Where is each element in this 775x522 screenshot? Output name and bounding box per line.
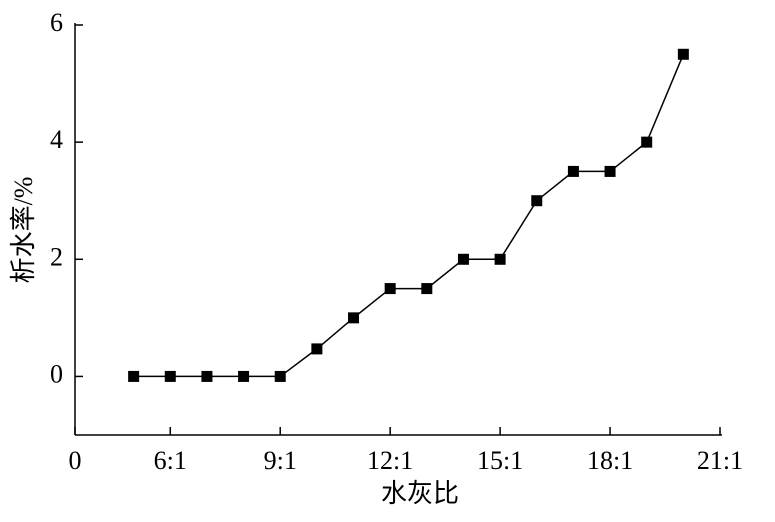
x-tick-label: 0: [69, 446, 82, 475]
marker: [641, 136, 653, 148]
marker: [238, 370, 250, 382]
y-tick-label: 4: [50, 125, 63, 154]
x-tick-label: 6:1: [154, 446, 187, 475]
y-tick-label: 6: [50, 8, 63, 37]
x-tick-label: 18:1: [587, 446, 633, 475]
marker: [311, 343, 323, 355]
y-tick-label: 2: [50, 242, 63, 271]
y-tick-label: 0: [50, 359, 63, 388]
marker: [457, 253, 469, 265]
marker: [604, 165, 616, 177]
marker: [531, 195, 543, 207]
marker: [494, 253, 506, 265]
series-line: [133, 53, 685, 378]
marker: [201, 370, 213, 382]
marker: [384, 283, 396, 295]
marker: [348, 312, 360, 324]
marker: [274, 370, 286, 382]
marker: [677, 48, 689, 60]
x-tick-label: 15:1: [477, 446, 523, 475]
x-tick-label: 9:1: [264, 446, 297, 475]
marker: [164, 370, 176, 382]
marker: [567, 165, 579, 177]
marker: [128, 370, 140, 382]
y-axis-label: 析水率/%: [9, 177, 38, 284]
x-tick-label: 12:1: [367, 446, 413, 475]
x-axis-label: 水灰比: [381, 479, 459, 508]
x-tick-label: 21:1: [697, 446, 743, 475]
marker: [421, 283, 433, 295]
